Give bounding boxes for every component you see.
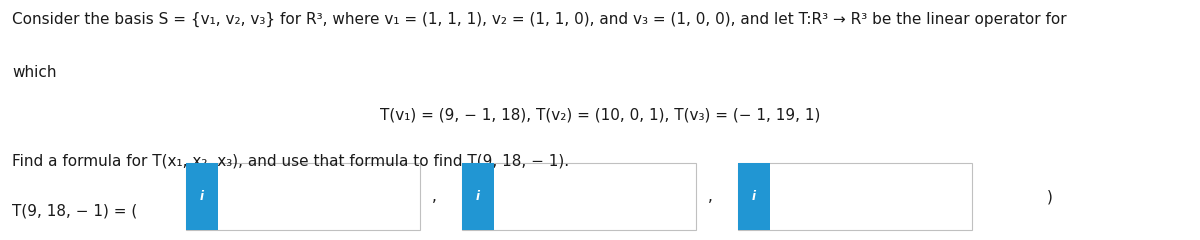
Text: ): ) xyxy=(1048,189,1052,204)
FancyBboxPatch shape xyxy=(462,163,696,230)
FancyBboxPatch shape xyxy=(186,163,420,230)
Text: i: i xyxy=(751,190,756,203)
Text: T(9, 18, − 1) = (: T(9, 18, − 1) = ( xyxy=(12,204,137,219)
FancyBboxPatch shape xyxy=(462,163,493,230)
FancyBboxPatch shape xyxy=(186,163,217,230)
Text: Find a formula for T(x₁, x₂, x₃), and use that formula to find T(9, 18, − 1).: Find a formula for T(x₁, x₂, x₃), and us… xyxy=(12,154,569,168)
Text: Consider the basis S = {v₁, v₂, v₃} for R³, where v₁ = (1, 1, 1), v₂ = (1, 1, 0): Consider the basis S = {v₁, v₂, v₃} for … xyxy=(12,12,1067,27)
Text: i: i xyxy=(199,190,204,203)
Text: T(v₁) = (9, − 1, 18), T(v₂) = (10, 0, 1), T(v₃) = (− 1, 19, 1): T(v₁) = (9, − 1, 18), T(v₂) = (10, 0, 1)… xyxy=(380,108,820,123)
Text: ,: , xyxy=(708,189,713,204)
Text: i: i xyxy=(475,190,480,203)
Text: which: which xyxy=(12,65,56,80)
Text: ,: , xyxy=(432,189,437,204)
FancyBboxPatch shape xyxy=(738,163,972,230)
FancyBboxPatch shape xyxy=(738,163,769,230)
